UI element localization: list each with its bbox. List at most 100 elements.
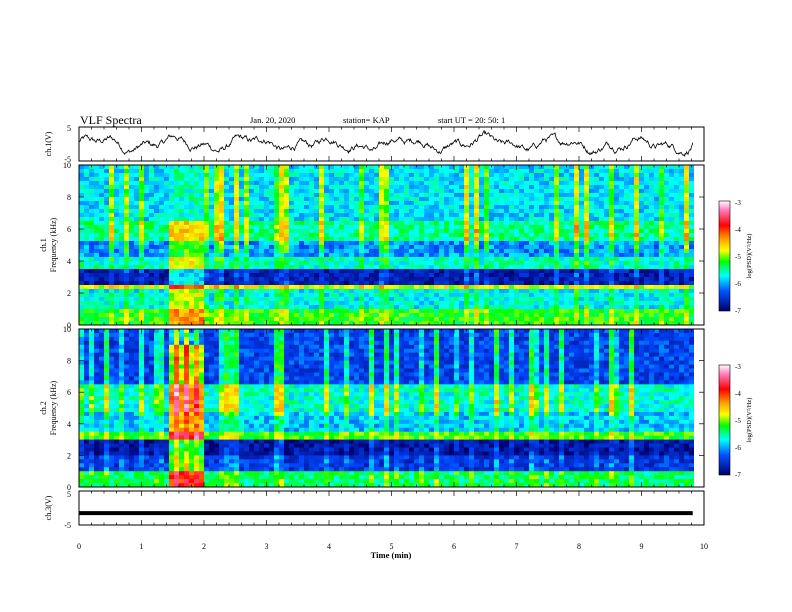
heatmap-cell	[359, 265, 365, 270]
heatmap-cell	[654, 177, 660, 182]
heatmap-cell	[149, 305, 155, 310]
heatmap-cell	[594, 293, 600, 298]
heatmap-cell	[589, 249, 595, 254]
heatmap-cell	[504, 261, 510, 266]
heatmap-cell	[569, 237, 575, 242]
heatmap-cell	[409, 229, 415, 234]
heatmap-cell	[394, 261, 400, 266]
heatmap-cell	[464, 237, 470, 242]
heatmap-cell	[319, 285, 325, 290]
heatmap-cell	[189, 213, 195, 218]
heatmap-cell	[374, 193, 380, 198]
heatmap-cell	[109, 285, 115, 290]
heatmap-cell	[259, 313, 265, 318]
heatmap-cell	[104, 305, 110, 310]
heatmap-cell	[509, 209, 515, 214]
heatmap-cell	[624, 201, 630, 206]
heatmap-cell	[109, 229, 115, 234]
heatmap-cell	[454, 237, 460, 242]
heatmap-cell	[544, 293, 550, 298]
heatmap-cell	[369, 173, 375, 178]
heatmap-cell	[114, 217, 120, 222]
heatmap-cell	[634, 257, 640, 262]
heatmap-cell	[174, 317, 180, 322]
heatmap-cell	[204, 189, 210, 194]
heatmap-cell	[434, 209, 440, 214]
heatmap-cell	[154, 285, 160, 290]
heatmap-cell	[129, 301, 135, 306]
heatmap-cell	[429, 181, 435, 186]
heatmap-cell	[494, 285, 500, 290]
heatmap-cell	[234, 269, 240, 274]
heatmap-cell	[349, 241, 355, 246]
heatmap-cell	[274, 297, 280, 302]
heatmap-cell	[489, 217, 495, 222]
heatmap-cell	[169, 313, 175, 318]
heatmap-cell	[269, 189, 275, 194]
heatmap-cell	[484, 313, 490, 318]
heatmap-cell	[109, 269, 115, 274]
heatmap-cell	[219, 301, 225, 306]
heatmap-cell	[599, 297, 605, 302]
heatmap-cell	[644, 177, 650, 182]
heatmap-cell	[484, 209, 490, 214]
heatmap-cell	[609, 301, 615, 306]
heatmap-cell	[314, 189, 320, 194]
heatmap-cell	[249, 297, 255, 302]
heatmap-cell	[499, 289, 505, 294]
heatmap-cell	[449, 241, 455, 246]
heatmap-cell	[94, 265, 100, 270]
heatmap-cell	[509, 241, 515, 246]
heatmap-cell	[629, 313, 635, 318]
heatmap-cell	[629, 321, 635, 326]
heatmap-cell	[379, 277, 385, 282]
heatmap-cell	[529, 281, 535, 286]
heatmap-cell	[344, 297, 350, 302]
heatmap-cell	[559, 269, 565, 274]
heatmap-cell	[299, 233, 305, 238]
heatmap-cell	[359, 189, 365, 194]
heatmap-cell	[654, 173, 660, 178]
heatmap-cell	[229, 265, 235, 270]
heatmap-cell	[334, 265, 340, 270]
heatmap-cell	[379, 189, 385, 194]
heatmap-cell	[254, 261, 260, 266]
heatmap-cell	[419, 193, 425, 198]
heatmap-cell	[229, 209, 235, 214]
heatmap-cell	[679, 305, 685, 310]
heatmap-cell	[324, 277, 330, 282]
heatmap-cell	[114, 233, 120, 238]
heatmap-cell	[664, 233, 670, 238]
heatmap-cell	[159, 221, 165, 226]
heatmap-cell	[189, 169, 195, 174]
heatmap-cell	[254, 185, 260, 190]
heatmap-cell	[609, 273, 615, 278]
heatmap-cell	[519, 317, 525, 322]
heatmap-cell	[499, 181, 505, 186]
heatmap-cell	[234, 293, 240, 298]
heatmap-cell	[104, 297, 110, 302]
heatmap-cell	[634, 225, 640, 230]
heatmap-cell	[599, 241, 605, 246]
heatmap-cell	[599, 293, 605, 298]
heatmap-cell	[234, 173, 240, 178]
heatmap-cell	[239, 289, 245, 294]
heatmap-cell	[414, 197, 420, 202]
heatmap-cell	[424, 225, 430, 230]
heatmap-cell	[529, 221, 535, 226]
heatmap-cell	[234, 209, 240, 214]
heatmap-cell	[439, 197, 445, 202]
heatmap-cell	[104, 225, 110, 230]
heatmap-cell	[309, 313, 315, 318]
heatmap-cell	[389, 169, 395, 174]
heatmap-cell	[194, 241, 200, 246]
heatmap-cell	[269, 169, 275, 174]
heatmap-cell	[649, 269, 655, 274]
heatmap-cell	[314, 221, 320, 226]
heatmap-cell	[614, 261, 620, 266]
heatmap-cell	[459, 249, 465, 254]
heatmap-cell	[659, 309, 665, 314]
heatmap-cell	[424, 233, 430, 238]
heatmap-cell	[684, 225, 690, 230]
heatmap-cell	[634, 193, 640, 198]
